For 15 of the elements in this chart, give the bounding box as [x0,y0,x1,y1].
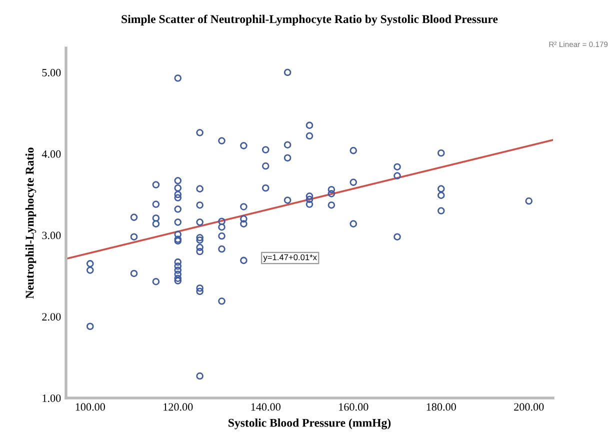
x-tick-label: 200.00 [514,403,544,411]
x-tick-label: 180.00 [426,403,456,411]
annotation: y=1.47+0.01*x [263,254,317,262]
y-tick-label: 4.00 [42,150,61,158]
x-axis-title: Systolic Blood Pressure (mmHg) [228,418,391,430]
y-axis-title: Neutrophil-Lymphocyte Ratio [25,148,36,299]
y-tick-label: 3.00 [42,232,61,240]
y-tick-label: 2.00 [42,313,61,321]
x-tick-label: 140.00 [251,403,280,411]
chart-title: Simple Scatter of Neutrophil-Lymphocyte Ratio by Systolic Blood Pressure [122,14,498,26]
x-tick-label: 160.00 [339,403,368,411]
x-tick-label: 120.00 [164,403,193,411]
x-tick-label: 100.00 [76,403,105,411]
y-tick-label: 1.00 [42,394,61,402]
y-tick-label: 5.00 [42,68,61,76]
